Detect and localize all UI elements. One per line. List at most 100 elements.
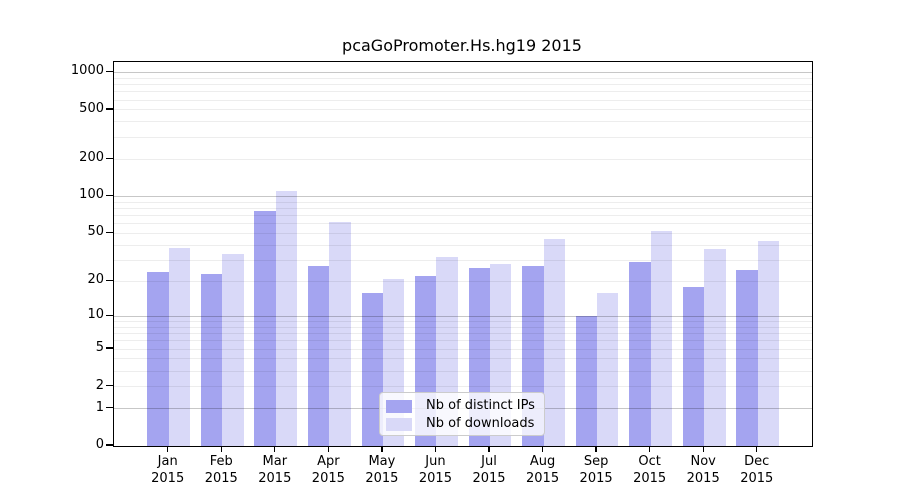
legend-row: Nb of downloads bbox=[386, 415, 544, 433]
x-tick-label: Sep 2015 bbox=[579, 454, 613, 486]
x-tick-label: Aug 2015 bbox=[526, 454, 560, 486]
x-tick-label: Apr 2015 bbox=[311, 454, 345, 486]
gridline-minor bbox=[114, 333, 812, 335]
x-tick-mark bbox=[541, 445, 544, 452]
legend-label-distinct-ips: Nb of distinct IPs bbox=[426, 398, 535, 413]
bar-distinct-ips bbox=[682, 286, 705, 446]
y-tick-label: 2 bbox=[95, 377, 104, 393]
bar-downloads bbox=[222, 253, 244, 446]
gridline-major bbox=[114, 315, 812, 317]
gridline-minor bbox=[114, 77, 812, 79]
bar-distinct-ips bbox=[736, 269, 758, 446]
gridline-minor bbox=[114, 244, 812, 246]
x-tick-mark bbox=[488, 445, 490, 452]
gridline-major bbox=[114, 71, 812, 73]
legend-swatch-distinct-ips bbox=[386, 399, 412, 413]
gridline-minor bbox=[114, 158, 812, 160]
bar-distinct-ips bbox=[147, 271, 169, 446]
gridline-minor bbox=[114, 358, 812, 360]
y-tick-label: 0 bbox=[95, 437, 104, 452]
x-tick-label: Jun 2015 bbox=[418, 454, 452, 486]
x-tick-mark bbox=[434, 445, 437, 452]
gridline-major bbox=[114, 195, 812, 197]
x-tick-mark bbox=[702, 445, 704, 452]
gridline-minor bbox=[114, 232, 812, 234]
gridline-minor bbox=[114, 109, 812, 111]
y-tick-label: 20 bbox=[87, 272, 104, 288]
gridline-minor bbox=[114, 326, 812, 328]
bar-downloads bbox=[329, 221, 351, 446]
x-tick-mark bbox=[756, 445, 758, 452]
y-tick-mark bbox=[106, 194, 113, 197]
gridline-minor bbox=[114, 386, 812, 388]
x-tick-mark bbox=[381, 445, 383, 452]
bar-downloads bbox=[168, 247, 191, 446]
gridline-minor bbox=[114, 201, 812, 203]
bar-downloads bbox=[757, 241, 780, 446]
bar-downloads bbox=[704, 249, 726, 446]
y-tick-mark bbox=[106, 231, 113, 234]
bar-distinct-ips bbox=[254, 211, 276, 446]
y-tick-label: 200 bbox=[79, 150, 104, 166]
gridline-minor bbox=[114, 121, 812, 123]
gridline-minor bbox=[114, 91, 812, 93]
x-tick-label: May 2015 bbox=[365, 454, 399, 486]
bar-distinct-ips bbox=[307, 265, 330, 446]
bar-downloads bbox=[543, 239, 565, 446]
bar-distinct-ips bbox=[200, 274, 223, 446]
y-tick-label: 1 bbox=[95, 399, 104, 415]
gridline-minor bbox=[114, 280, 812, 282]
bar-downloads bbox=[275, 190, 298, 446]
x-tick-mark bbox=[327, 445, 330, 452]
y-tick-mark bbox=[106, 406, 113, 409]
gridline-minor bbox=[114, 207, 812, 209]
bar-distinct-ips bbox=[361, 292, 383, 446]
y-tick-mark bbox=[106, 314, 113, 317]
y-tick-label: 100 bbox=[79, 187, 104, 203]
gridline-minor bbox=[114, 83, 812, 85]
y-tick-label: 50 bbox=[87, 224, 104, 240]
x-tick-mark bbox=[274, 445, 276, 452]
gridline-minor bbox=[114, 348, 812, 350]
x-tick-label: Mar 2015 bbox=[258, 454, 292, 486]
y-tick-mark bbox=[106, 347, 113, 349]
gridline-minor bbox=[114, 321, 812, 322]
x-tick-mark bbox=[648, 445, 651, 452]
gridline-minor bbox=[114, 136, 812, 138]
y-tick-label: 10 bbox=[87, 307, 104, 323]
x-tick-label: Feb 2015 bbox=[204, 454, 238, 486]
x-tick-mark bbox=[167, 445, 169, 452]
gridline-minor bbox=[114, 223, 812, 225]
chart-title: pcaGoPromoter.Hs.hg19 2015 bbox=[342, 36, 582, 55]
gridline-minor bbox=[114, 370, 812, 372]
y-tick-label: 5 bbox=[95, 340, 104, 356]
legend-label-downloads: Nb of downloads bbox=[426, 416, 535, 431]
y-tick-mark bbox=[106, 108, 113, 110]
x-tick-label: Oct 2015 bbox=[633, 454, 667, 486]
plot-area bbox=[113, 61, 813, 447]
bar-downloads bbox=[650, 231, 673, 446]
y-tick-label: 500 bbox=[79, 100, 104, 116]
gridline-minor bbox=[114, 99, 812, 101]
x-tick-mark bbox=[595, 445, 597, 452]
y-tick-mark bbox=[106, 157, 113, 159]
bar-distinct-ips bbox=[575, 316, 598, 446]
y-tick-mark bbox=[106, 70, 113, 73]
x-tick-label: Nov 2015 bbox=[686, 454, 720, 486]
gridline-minor bbox=[114, 340, 812, 342]
gridline-minor bbox=[114, 215, 812, 217]
x-tick-label: Jul 2015 bbox=[472, 454, 506, 486]
y-tick-label: 1000 bbox=[70, 63, 104, 79]
gridline-minor bbox=[114, 259, 812, 261]
bar-distinct-ips bbox=[629, 262, 651, 446]
y-tick-mark bbox=[106, 444, 113, 446]
legend-row: Nb of distinct IPs bbox=[386, 397, 544, 415]
x-tick-label: Dec 2015 bbox=[740, 454, 774, 486]
x-tick-mark bbox=[220, 445, 222, 452]
legend-swatch-downloads bbox=[386, 417, 412, 431]
x-tick-label: Jan 2015 bbox=[151, 454, 185, 486]
y-tick-mark bbox=[106, 384, 113, 387]
legend: Nb of distinct IPs Nb of downloads bbox=[379, 392, 545, 436]
y-tick-mark bbox=[106, 279, 113, 282]
